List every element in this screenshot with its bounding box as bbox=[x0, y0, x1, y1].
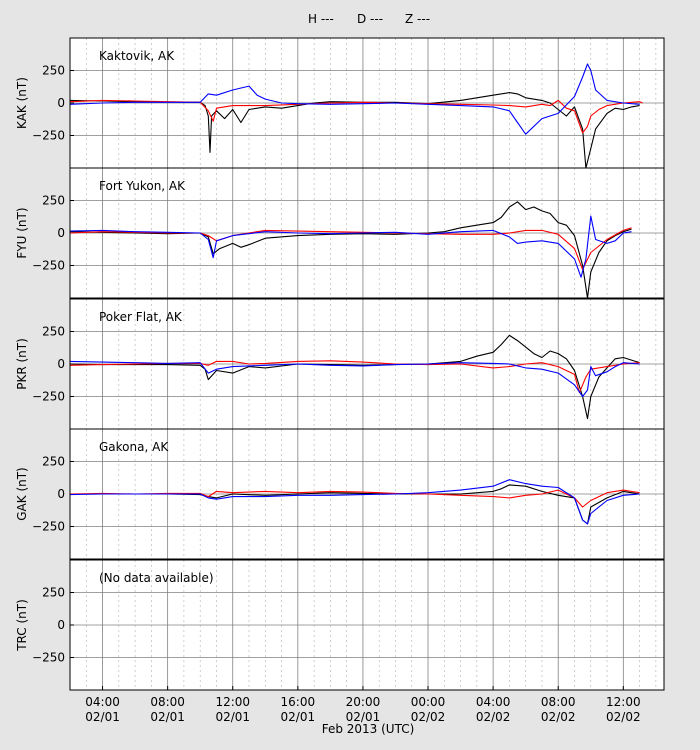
y-tick-label: −250 bbox=[32, 129, 65, 143]
y-tick-label: 250 bbox=[42, 325, 65, 339]
panel-gak: 250 0 −250 Gakona, AK GAK (nT) bbox=[15, 428, 665, 560]
x-tick-date: 02/01 bbox=[346, 710, 381, 724]
series-h bbox=[69, 92, 640, 169]
panel-trc: 250 0 −250 (No data available) TRC (nT) bbox=[15, 559, 665, 691]
station-label: Kaktovik, AK bbox=[99, 49, 175, 63]
x-tick-time: 04:00 bbox=[476, 695, 511, 709]
series-z bbox=[69, 63, 640, 135]
series-z bbox=[69, 360, 640, 398]
y-tick-label: −250 bbox=[32, 259, 65, 273]
y-tick-label: 0 bbox=[57, 487, 65, 501]
legend-z: Z --- bbox=[405, 12, 430, 26]
y-axis-label: PKR (nT) bbox=[15, 338, 29, 390]
y-tick-label: −250 bbox=[32, 520, 65, 534]
panel-frame bbox=[69, 167, 665, 299]
x-tick-date: 02/02 bbox=[606, 710, 641, 724]
x-axis: 04:0002/0108:0002/0112:0002/0116:0002/01… bbox=[85, 686, 641, 724]
series-z bbox=[69, 215, 632, 278]
x-tick-date: 02/01 bbox=[281, 710, 316, 724]
panel-frame bbox=[69, 428, 665, 560]
y-tick-label: 0 bbox=[57, 226, 65, 240]
y-tick-label: 0 bbox=[57, 96, 65, 110]
x-tick-date: 02/01 bbox=[215, 710, 250, 724]
series-h bbox=[69, 334, 640, 420]
y-axis-label: FYU (nT) bbox=[15, 207, 29, 258]
x-tick-date: 02/01 bbox=[150, 710, 185, 724]
y-tick-label: 250 bbox=[42, 586, 65, 600]
y-tick-label: 250 bbox=[42, 194, 65, 208]
series-h bbox=[69, 201, 632, 299]
x-tick-time: 08:00 bbox=[150, 695, 185, 709]
y-tick-label: 0 bbox=[57, 618, 65, 632]
x-tick-time: 12:00 bbox=[215, 695, 250, 709]
y-axis-label: TRC (nT) bbox=[15, 599, 29, 652]
y-tick-label: −250 bbox=[32, 651, 65, 665]
x-tick-date: 02/01 bbox=[85, 710, 120, 724]
series-d bbox=[69, 99, 644, 134]
panel-kak: 250 0 −250 Kaktovik, AK KAK (nT) bbox=[15, 37, 665, 169]
panel-pkr: 250 0 −250 Poker Flat, AK PKR (nT) bbox=[15, 298, 665, 430]
legend: H --- D --- Z --- bbox=[308, 12, 430, 26]
x-tick-date: 02/02 bbox=[541, 710, 576, 724]
y-tick-label: 250 bbox=[42, 64, 65, 78]
panels: 250 0 −250 Kaktovik, AK KAK (nT) 250 0 −250 Fort… bbox=[15, 37, 665, 691]
legend-h: H --- bbox=[308, 12, 334, 26]
series-z bbox=[69, 479, 640, 525]
x-tick-time: 00:00 bbox=[411, 695, 446, 709]
panel-frame bbox=[69, 559, 665, 691]
station-label: (No data available) bbox=[99, 571, 214, 585]
x-tick-date: 02/02 bbox=[476, 710, 511, 724]
x-tick-time: 12:00 bbox=[606, 695, 641, 709]
x-tick-time: 08:00 bbox=[541, 695, 576, 709]
legend-d: D --- bbox=[357, 12, 383, 26]
x-tick-time: 20:00 bbox=[346, 695, 381, 709]
station-label: Gakona, AK bbox=[99, 440, 169, 454]
x-tick-date: 02/02 bbox=[411, 710, 446, 724]
station-label: Poker Flat, AK bbox=[99, 310, 183, 324]
y-axis-label: KAK (nT) bbox=[15, 77, 29, 129]
y-tick-label: −250 bbox=[32, 390, 65, 404]
x-tick-time: 04:00 bbox=[85, 695, 120, 709]
y-tick-label: 0 bbox=[57, 357, 65, 371]
station-label: Fort Yukon, AK bbox=[99, 179, 186, 193]
x-tick-time: 16:00 bbox=[281, 695, 316, 709]
y-axis-label: GAK (nT) bbox=[15, 467, 29, 521]
y-tick-label: 250 bbox=[42, 455, 65, 469]
x-axis-label: Feb 2013 (UTC) bbox=[322, 722, 415, 736]
panel-fyu: 250 0 −250 Fort Yukon, AK FYU (nT) bbox=[15, 167, 665, 299]
